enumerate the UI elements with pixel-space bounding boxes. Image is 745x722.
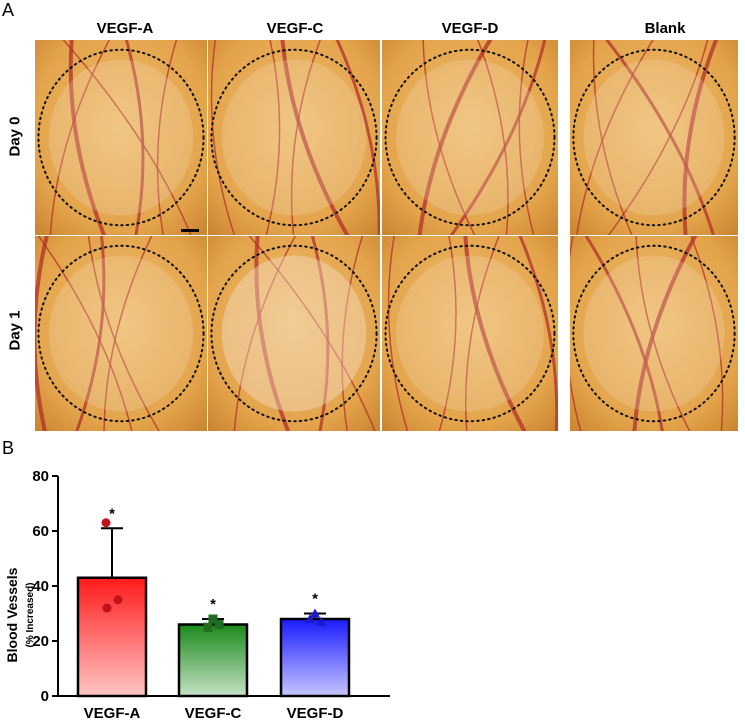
bar-vegf-d: [279, 617, 351, 698]
photo-vegf-a-day-0: [35, 40, 207, 235]
data-point-vegf-a: [102, 603, 112, 613]
bar-vegf-a: [76, 576, 148, 698]
column-title-vegf-d: VEGF-D: [441, 20, 499, 37]
photo-vegf-a-day-1: [35, 236, 207, 431]
y-tick-label: 40: [32, 578, 49, 595]
bar-vegf-c: [177, 623, 249, 698]
photo-vegf-c-day-0: [208, 40, 380, 235]
x-tick-label-vegf-d: VEGF-D: [287, 705, 344, 722]
data-point-vegf-d: [310, 608, 320, 618]
y-tick-label: 80: [32, 468, 49, 485]
data-point-vegf-c: [203, 622, 213, 632]
scale-bar: [181, 229, 199, 232]
x-tick-label-vegf-a: VEGF-A: [84, 705, 141, 722]
row-label-day-1: Day 1: [6, 310, 24, 351]
y-tick-label: 0: [41, 688, 49, 705]
significance-vegf-a: *: [109, 505, 115, 522]
data-point-vegf-a: [113, 595, 123, 605]
data-point-vegf-d: [305, 614, 315, 623]
column-title-vegf-c: VEGF-C: [266, 20, 324, 37]
y-axis-label: Blood Vessels: [4, 567, 20, 662]
photo-vegf-d-day-1: [382, 236, 558, 431]
data-point-vegf-a: [101, 518, 111, 528]
photo-blank-day-1: [570, 236, 738, 431]
significance-vegf-c: *: [210, 596, 216, 613]
panel-a-letter: A: [2, 0, 15, 20]
column-title-vegf-a: VEGF-A: [96, 20, 154, 37]
y-tick-label: 20: [32, 633, 49, 650]
x-tick-label-vegf-c: VEGF-C: [185, 705, 242, 722]
column-title-blank: Blank: [644, 20, 686, 37]
photo-blank-day-0: [570, 40, 738, 235]
bar-chart: * VEGF-A * VEGF-C * VEGF-D 0 20 40 60 80 Blood Ve…: [4, 468, 390, 722]
photo-vegf-d-day-0: [382, 40, 558, 235]
photo-vegf-c-day-1: [208, 236, 380, 431]
y-axis-sublabel: (% Increased): [25, 582, 36, 647]
panel-b-letter: B: [2, 438, 15, 458]
data-point-vegf-c: [214, 620, 224, 629]
row-label-day-0: Day 0: [6, 116, 24, 157]
significance-vegf-d: *: [312, 591, 318, 608]
y-tick-label: 60: [32, 523, 49, 540]
data-point-vegf-c: [208, 614, 218, 624]
data-point-vegf-d: [316, 616, 326, 626]
